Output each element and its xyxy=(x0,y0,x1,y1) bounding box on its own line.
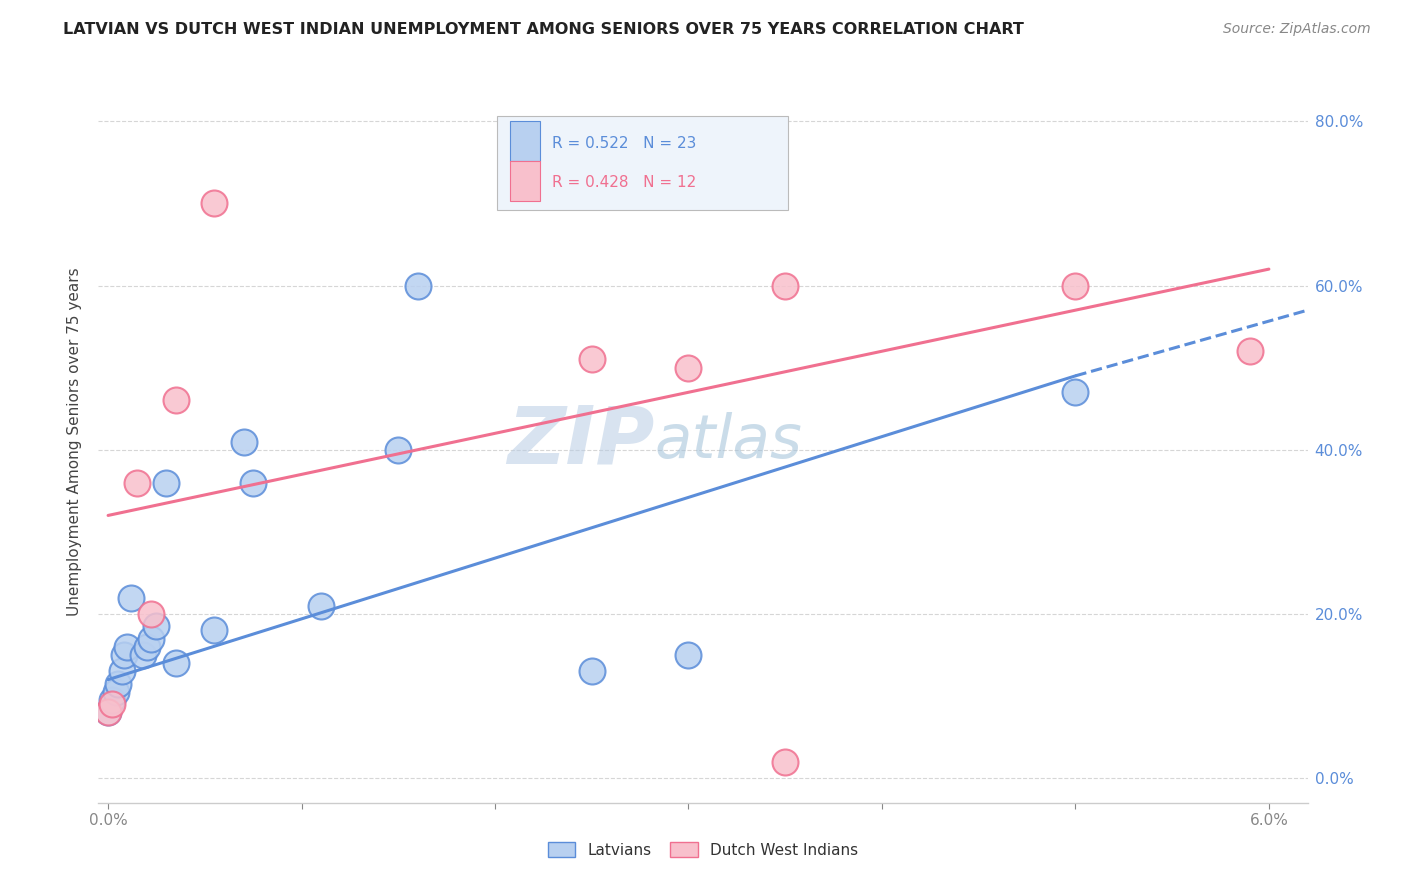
Point xyxy=(139,632,162,646)
Text: atlas: atlas xyxy=(655,412,803,471)
Point xyxy=(101,698,124,712)
Point xyxy=(127,475,149,490)
Text: ZIP: ZIP xyxy=(508,402,655,481)
Point xyxy=(132,648,155,662)
Point xyxy=(155,475,177,490)
Point xyxy=(120,591,142,605)
Point xyxy=(117,640,139,654)
FancyBboxPatch shape xyxy=(509,161,540,201)
Point xyxy=(581,352,603,367)
Text: R = 0.428   N = 12: R = 0.428 N = 12 xyxy=(551,176,696,190)
Point xyxy=(111,665,134,679)
Point xyxy=(135,640,157,654)
FancyBboxPatch shape xyxy=(498,117,787,211)
Text: LATVIAN VS DUTCH WEST INDIAN UNEMPLOYMENT AMONG SENIORS OVER 75 YEARS CORRELATIO: LATVIAN VS DUTCH WEST INDIAN UNEMPLOYMEN… xyxy=(63,22,1024,37)
Point xyxy=(139,607,162,621)
Point xyxy=(1239,344,1261,359)
Point xyxy=(232,434,254,449)
Point xyxy=(104,685,127,699)
Point xyxy=(387,442,409,457)
Point xyxy=(101,693,124,707)
Y-axis label: Unemployment Among Seniors over 75 years: Unemployment Among Seniors over 75 years xyxy=(67,268,83,615)
Point xyxy=(309,599,332,613)
Point xyxy=(678,360,700,375)
Text: Source: ZipAtlas.com: Source: ZipAtlas.com xyxy=(1223,22,1371,37)
Point xyxy=(678,648,700,662)
Point xyxy=(1064,385,1087,400)
Point xyxy=(145,619,167,633)
Point xyxy=(107,677,129,691)
Legend: Latvians, Dutch West Indians: Latvians, Dutch West Indians xyxy=(541,836,865,863)
Point xyxy=(204,624,226,638)
Point xyxy=(97,706,120,720)
Point xyxy=(773,755,796,769)
Point xyxy=(97,706,120,720)
Point xyxy=(165,657,187,671)
Point xyxy=(204,196,226,211)
FancyBboxPatch shape xyxy=(509,121,540,161)
Point xyxy=(773,278,796,293)
Point xyxy=(242,475,264,490)
Point xyxy=(406,278,429,293)
Point xyxy=(112,648,135,662)
Point xyxy=(1064,278,1087,293)
Text: R = 0.522   N = 23: R = 0.522 N = 23 xyxy=(551,136,696,151)
Point xyxy=(165,393,187,408)
Point xyxy=(581,665,603,679)
